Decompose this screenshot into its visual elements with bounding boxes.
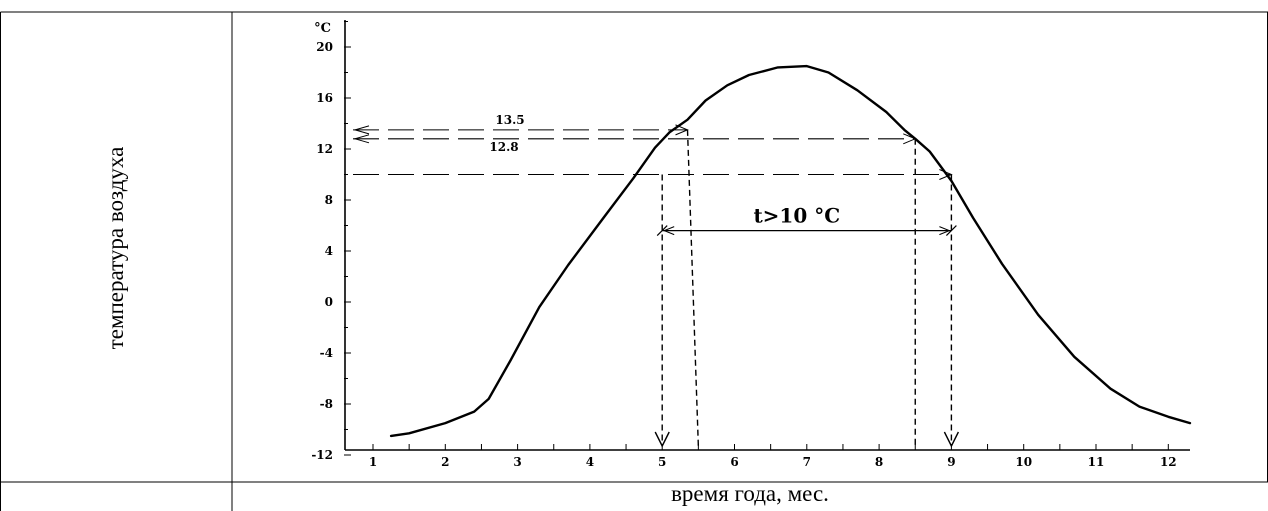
level-12-8-label: 12.8 [489,140,518,154]
x-tick-label: 12 [1160,455,1177,469]
temperature-curve [389,64,1192,438]
y-tick-label: 20 [316,40,333,54]
y-unit-label: °C [314,21,331,36]
x-axis-label: время года, мес. [671,481,829,506]
x-tick-label: 2 [441,455,449,469]
y-tick-label: 16 [316,91,333,105]
annotations: 13.5 12.8 t>10 °C [489,113,840,228]
vertical-drop [686,129,700,447]
x-tick-label: 1 [369,455,377,469]
y-tick-label: 0 [325,295,333,309]
x-tick-label: 3 [513,455,521,469]
axes [344,20,1190,451]
period-label: t>10 °C [753,204,840,228]
x-tick-label: 10 [1015,455,1032,469]
guide-arrow-left [353,125,370,135]
x-tick-label: 9 [947,455,955,469]
x-tick-label: 7 [803,455,811,469]
guide-lines [353,124,960,448]
x-tick-label: 4 [586,455,594,469]
period-arrow-right [939,226,951,236]
y-tick-label: 4 [325,244,333,258]
y-tick-label: 12 [316,142,333,156]
level-13-5-label: 13.5 [495,113,524,127]
drop-arrow [654,431,670,448]
period-tick-right [945,225,957,237]
y-tick-label: -4 [320,346,333,360]
temperature-series-line [389,64,1192,438]
x-tick-label: 11 [1088,455,1105,469]
period-tick-left [656,225,668,237]
y-tick-label: 8 [325,193,333,207]
x-tick-label: 8 [875,455,883,469]
drop-arrow [943,431,960,448]
x-tick-label: 5 [658,455,666,469]
table-borders [0,11,1268,511]
y-axis-label: температура воздуха [103,146,128,350]
axis-ticks [344,21,1169,456]
period-arrow-left [662,226,675,236]
guide-arrow-left [353,134,370,144]
y-tick-label: -12 [311,448,333,462]
x-tick-label: 6 [730,455,738,469]
y-tick-label: -8 [320,397,333,411]
